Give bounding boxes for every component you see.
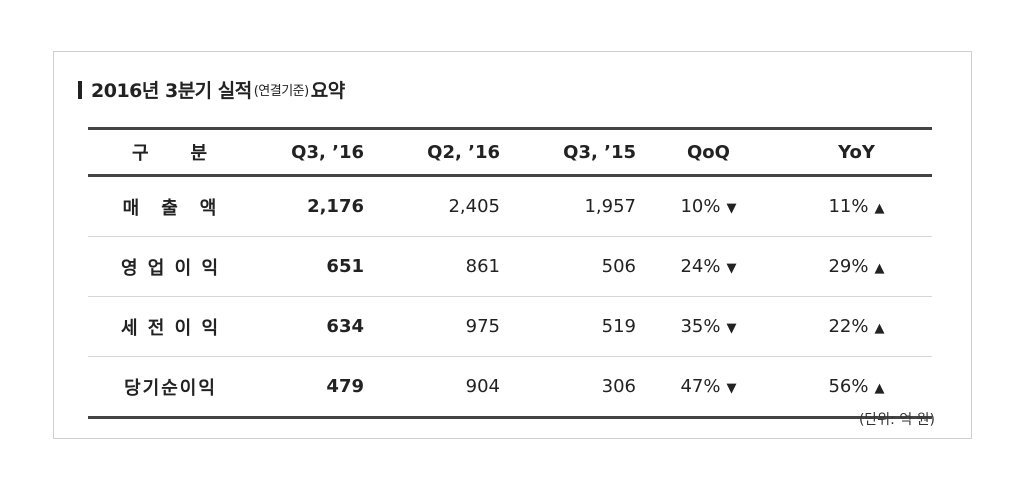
table-row: 매 출 액 2,176 2,405 1,957 10% ▼ 11% ▲ (88, 175, 932, 237)
yoy-value: 11% (828, 196, 869, 217)
title-suffix: 요약 (310, 80, 345, 102)
cell-yoy: 56% ▲ (781, 356, 932, 419)
cell-q2-16: 861 (364, 236, 500, 297)
title-main: 2016년 3분기 실적 (91, 80, 252, 102)
header-row: 구 분 Q3, ’16 Q2, ’16 Q3, ’15 QoQ YoY (88, 127, 932, 177)
cell-q3-15: 506 (500, 236, 636, 297)
up-triangle-icon: ▲ (874, 381, 885, 396)
cell-q3-15: 306 (500, 356, 636, 419)
up-triangle-icon: ▲ (874, 321, 885, 336)
cell-qoq: 35% ▼ (636, 296, 781, 357)
unit-note: (단위: 억 원) (858, 412, 935, 428)
up-triangle-icon: ▲ (874, 201, 885, 216)
cell-yoy: 29% ▲ (781, 236, 932, 297)
header-q3-16: Q3, ’16 (253, 127, 364, 177)
cell-qoq: 47% ▼ (636, 356, 781, 419)
down-triangle-icon: ▼ (726, 261, 737, 276)
header-q3-15: Q3, ’15 (500, 127, 636, 177)
row-label: 세 전 이 익 (88, 296, 253, 357)
cell-q3-16: 479 (253, 356, 364, 419)
down-triangle-icon: ▼ (726, 201, 737, 216)
cell-qoq: 10% ▼ (636, 175, 781, 237)
yoy-value: 56% (828, 376, 869, 397)
cell-q3-16: 2,176 (253, 175, 364, 237)
cell-qoq: 24% ▼ (636, 236, 781, 297)
header-category: 구 분 (88, 127, 253, 177)
row-label: 당기순이익 (88, 356, 253, 419)
title-bar-marker (78, 80, 82, 99)
cell-q3-15: 1,957 (500, 175, 636, 237)
up-triangle-icon: ▲ (874, 261, 885, 276)
earnings-summary-table: 구 분 Q3, ’16 Q2, ’16 Q3, ’15 QoQ YoY 매 출 … (88, 127, 932, 419)
yoy-value: 29% (828, 256, 869, 277)
cell-q3-16: 651 (253, 236, 364, 297)
qoq-value: 24% (680, 256, 721, 277)
cell-yoy: 22% ▲ (781, 296, 932, 357)
title-sub: (연결기준) (253, 84, 309, 99)
down-triangle-icon: ▼ (726, 381, 737, 396)
qoq-value: 10% (680, 196, 721, 217)
row-label: 매 출 액 (88, 175, 253, 237)
cell-q3-16: 634 (253, 296, 364, 357)
header-yoy: YoY (781, 127, 932, 177)
table-row: 영 업 이 익 651 861 506 24% ▼ 29% ▲ (88, 236, 932, 297)
content-frame (53, 51, 972, 439)
row-label: 영 업 이 익 (88, 236, 253, 297)
header-q2-16: Q2, ’16 (364, 127, 500, 177)
table-row: 세 전 이 익 634 975 519 35% ▼ 22% ▲ (88, 296, 932, 357)
cell-q3-15: 519 (500, 296, 636, 357)
qoq-value: 47% (680, 376, 721, 397)
down-triangle-icon: ▼ (726, 321, 737, 336)
cell-q2-16: 904 (364, 356, 500, 419)
header-qoq: QoQ (636, 127, 781, 177)
cell-q2-16: 975 (364, 296, 500, 357)
cell-yoy: 11% ▲ (781, 175, 932, 237)
table-row: 당기순이익 479 904 306 47% ▼ 56% ▲ (88, 356, 932, 419)
yoy-value: 22% (828, 316, 869, 337)
cell-q2-16: 2,405 (364, 175, 500, 237)
section-title: 2016년 3분기 실적 (연결기준) 요약 (78, 76, 345, 103)
qoq-value: 35% (680, 316, 721, 337)
